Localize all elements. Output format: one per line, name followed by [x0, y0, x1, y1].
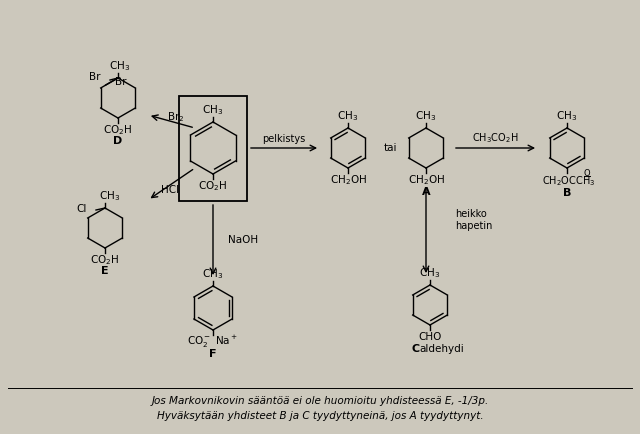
Text: Jos Markovnikovin sääntöä ei ole huomioitu yhdisteessä E, -1/3p.: Jos Markovnikovin sääntöä ei ole huomioi…: [152, 396, 488, 406]
Text: Cl: Cl: [77, 204, 87, 214]
Text: CO$_2$H: CO$_2$H: [198, 179, 228, 193]
Bar: [179, 96, 247, 201]
Text: E: E: [101, 266, 109, 276]
Text: A: A: [422, 187, 430, 197]
Text: CH$_2$OCCH$_3$: CH$_2$OCCH$_3$: [542, 174, 596, 188]
Text: CH$_3$: CH$_3$: [419, 266, 440, 280]
Text: CH$_3$: CH$_3$: [415, 109, 436, 123]
Text: CO$_2$H: CO$_2$H: [104, 123, 132, 137]
Text: CH$_3$: CH$_3$: [99, 189, 120, 203]
Text: Br: Br: [90, 72, 101, 82]
Text: CO$_2$H: CO$_2$H: [90, 253, 120, 267]
Text: CH$_3$: CH$_3$: [202, 267, 223, 281]
Text: CH$_3$: CH$_3$: [337, 109, 358, 123]
Text: F: F: [209, 349, 217, 359]
Text: Hyväksytään yhdisteet B ja C tyydyttyneinä, jos A tyydyttynyt.: Hyväksytään yhdisteet B ja C tyydyttynei…: [157, 411, 483, 421]
Text: CHO: CHO: [419, 332, 442, 342]
Text: CH$_3$CO$_2$H: CH$_3$CO$_2$H: [472, 131, 518, 145]
Text: pelkistys: pelkistys: [262, 134, 306, 144]
Text: CH$_3$: CH$_3$: [556, 109, 578, 123]
Text: B: B: [563, 188, 571, 198]
Text: C: C: [412, 344, 420, 354]
Text: CH$_2$OH: CH$_2$OH: [408, 173, 445, 187]
Text: CO$_2^-$ Na$^+$: CO$_2^-$ Na$^+$: [188, 334, 239, 350]
Text: Br: Br: [115, 77, 126, 87]
Text: NaOH: NaOH: [228, 235, 258, 245]
Text: Br$_2$: Br$_2$: [167, 110, 185, 124]
Text: D: D: [113, 136, 123, 146]
Text: CH$_3$: CH$_3$: [109, 59, 131, 73]
Text: heikko
hapetin: heikko hapetin: [455, 209, 492, 231]
Text: tai: tai: [383, 143, 397, 153]
Text: O: O: [584, 168, 590, 178]
Text: aldehydi: aldehydi: [420, 344, 465, 354]
Text: CH$_3$: CH$_3$: [202, 103, 223, 117]
Text: HCl: HCl: [161, 185, 179, 195]
Text: CH$_2$OH: CH$_2$OH: [330, 173, 367, 187]
